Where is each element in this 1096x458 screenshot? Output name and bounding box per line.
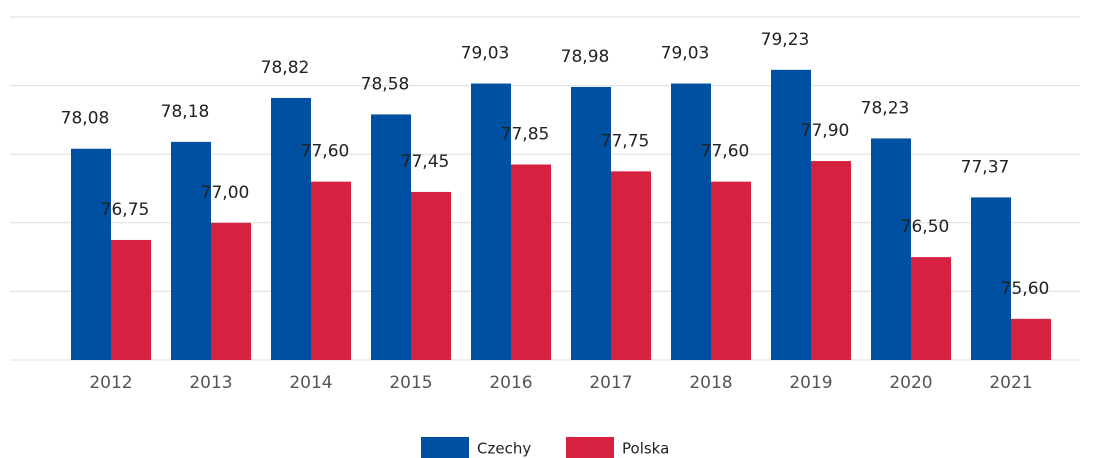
data-label: 78,08: [61, 109, 110, 129]
bar: [71, 148, 111, 360]
bar: [371, 114, 411, 360]
bar: [271, 97, 311, 360]
bar: [511, 164, 551, 360]
bar: [211, 222, 251, 360]
bar: [671, 83, 711, 361]
bar: [311, 181, 351, 360]
data-label: 78,98: [561, 47, 610, 67]
bar: [911, 257, 951, 360]
data-label: 79,03: [661, 44, 710, 64]
data-label: 76,75: [101, 200, 150, 220]
x-tick-label: 2018: [689, 373, 732, 393]
data-label: 78,18: [161, 102, 210, 122]
x-tick-label: 2016: [489, 373, 532, 393]
data-label: 75,60: [1001, 279, 1050, 299]
bar: [771, 69, 811, 361]
x-tick-label: 2017: [589, 373, 632, 393]
x-tick-label: 2014: [289, 373, 332, 393]
data-label: 78,58: [361, 74, 410, 94]
data-label: 79,23: [761, 30, 810, 50]
data-label: 77,60: [701, 142, 750, 162]
x-tick-label: 2013: [189, 373, 232, 393]
data-label: 78,82: [261, 58, 310, 78]
data-label: 77,37: [961, 157, 1010, 177]
x-tick-label: 2021: [989, 373, 1032, 393]
bar: [111, 239, 151, 360]
bar: [611, 171, 651, 360]
data-label: 77,75: [601, 131, 650, 151]
data-label: 78,23: [861, 98, 910, 118]
legend-label: Polska: [622, 440, 669, 458]
legend-swatch: [566, 437, 614, 458]
bar: [711, 181, 751, 360]
bar: [411, 191, 451, 360]
bar: [871, 138, 911, 360]
bar: [1011, 318, 1051, 360]
data-label: 79,03: [461, 44, 510, 64]
data-label: 77,00: [201, 183, 250, 203]
data-label: 77,45: [401, 152, 450, 172]
x-tick-label: 2019: [789, 373, 832, 393]
x-tick-label: 2020: [889, 373, 932, 393]
data-label: 77,85: [501, 124, 550, 144]
bar: [571, 86, 611, 361]
bar: [811, 161, 851, 360]
legend-label: Czechy: [477, 440, 531, 458]
x-tick-label: 2015: [389, 373, 432, 393]
bar: [171, 141, 211, 360]
bar: [471, 83, 511, 361]
data-label: 76,50: [901, 217, 950, 237]
data-label: 77,60: [301, 142, 350, 162]
legend-swatch: [421, 437, 469, 458]
data-label: 77,90: [801, 121, 850, 141]
x-tick-label: 2012: [89, 373, 132, 393]
bar: [971, 197, 1011, 360]
